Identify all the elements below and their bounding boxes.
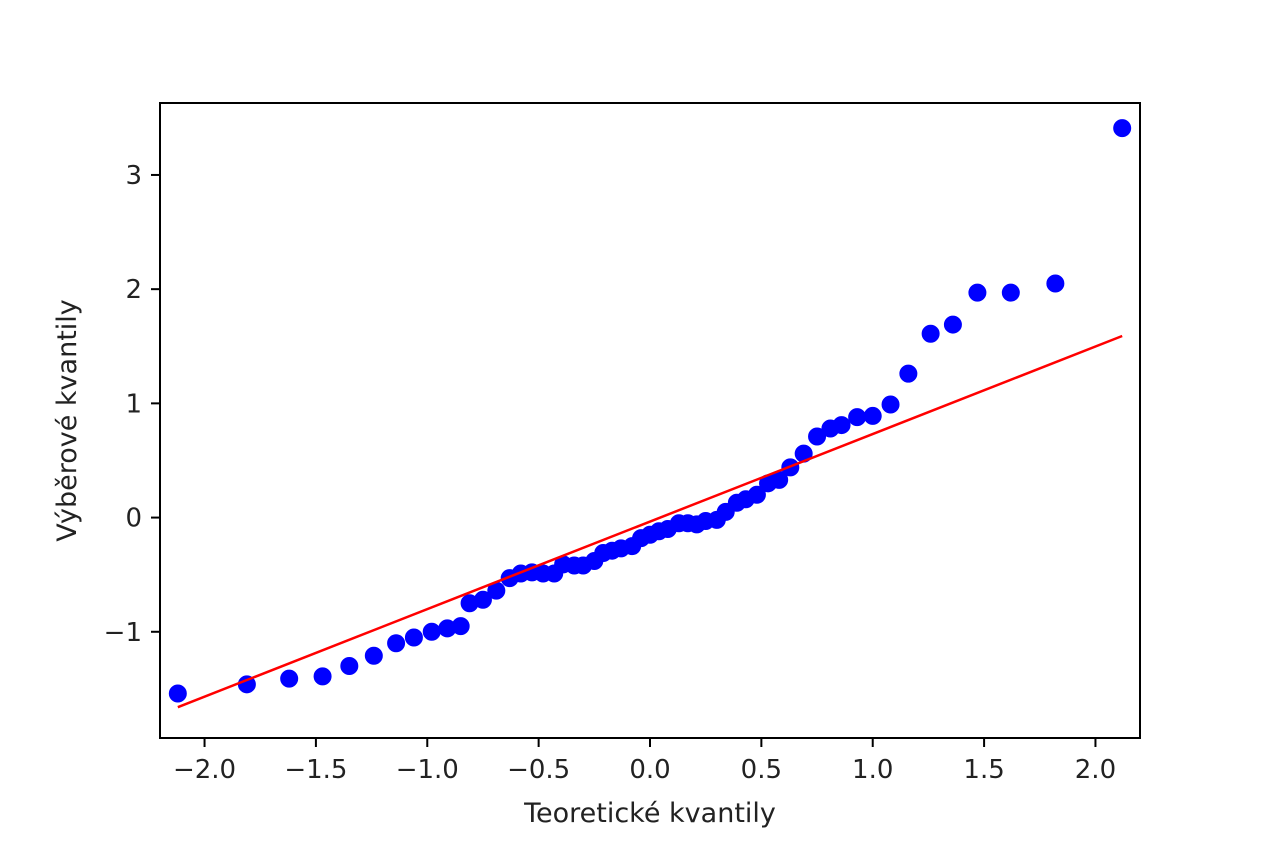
x-axis: −2.0 −1.5 −1.0 −0.5 0.0 0.5 1.0 1.5 2.0	[173, 738, 1116, 785]
data-point-44	[808, 427, 827, 446]
reference-line	[177, 334, 1123, 709]
data-point-51	[921, 324, 940, 343]
data-point-54	[1001, 283, 1020, 302]
x-tick-label: −2.0	[173, 755, 236, 785]
y-tick-label: 1	[125, 389, 142, 419]
data-point-3	[313, 667, 332, 686]
data-point-47	[848, 408, 867, 427]
data-point-7	[404, 628, 423, 647]
data-point-8	[422, 622, 441, 641]
y-tick-label: −1	[104, 618, 142, 648]
x-tick-label: 0.0	[629, 755, 670, 785]
data-point-2	[280, 669, 299, 688]
data-point-6	[387, 634, 406, 653]
y-axis: −1 0 1 2 3	[104, 161, 160, 648]
data-point-5	[364, 646, 383, 665]
x-tick-label: 2.0	[1075, 755, 1116, 785]
data-point-49	[881, 395, 900, 414]
data-point-12	[473, 590, 492, 609]
data-point-55	[1046, 274, 1065, 293]
data-point-46	[832, 416, 851, 435]
data-point-4	[340, 657, 359, 676]
data-point-56	[1113, 119, 1132, 138]
y-axis-title: Výběrové kvantily	[52, 299, 83, 542]
x-tick-label: −1.5	[284, 755, 347, 785]
x-axis-title: Teoretické kvantily	[523, 798, 776, 829]
plot-frame	[159, 102, 1141, 739]
y-tick-label: 0	[125, 504, 142, 534]
y-tick-label: 2	[125, 275, 142, 305]
y-tick-label: 3	[125, 161, 142, 191]
data-point-10	[451, 617, 470, 636]
data-point-0	[168, 684, 187, 703]
data-point-48	[863, 406, 882, 425]
data-point-53	[968, 283, 987, 302]
x-tick-label: 0.5	[741, 755, 782, 785]
x-tick-label: 1.0	[852, 755, 893, 785]
x-tick-label: 1.5	[963, 755, 1004, 785]
data-point-50	[899, 364, 918, 383]
x-tick-label: −0.5	[507, 755, 570, 785]
plot-marks	[168, 119, 1132, 709]
data-point-39	[747, 485, 766, 504]
data-point-52	[943, 315, 962, 334]
x-tick-label: −1.0	[396, 755, 459, 785]
